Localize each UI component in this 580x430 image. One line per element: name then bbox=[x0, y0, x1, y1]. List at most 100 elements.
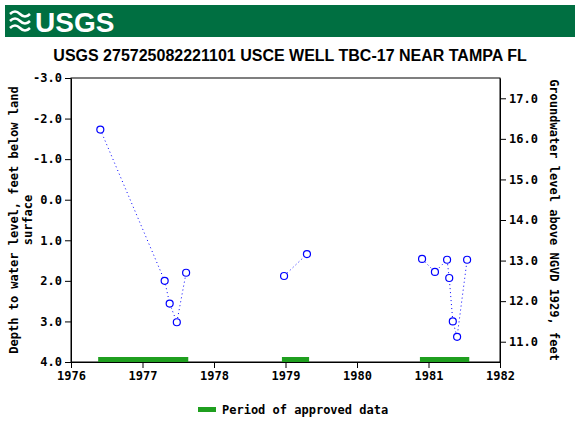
tick-label: -1.0 bbox=[33, 152, 62, 166]
tick-mark bbox=[65, 159, 71, 160]
tick: -3.0 bbox=[33, 71, 71, 85]
data-point bbox=[454, 333, 461, 340]
tick-mark bbox=[65, 362, 71, 363]
legend-swatch bbox=[198, 407, 216, 412]
tick-mark bbox=[143, 362, 144, 368]
tick-mark bbox=[214, 362, 215, 368]
x-axis: 1976 1977 1978 1979 1980 1981 1982 bbox=[57, 362, 515, 383]
tick-label: 4.0 bbox=[40, 355, 62, 369]
data-point bbox=[464, 256, 471, 263]
tick-mark bbox=[65, 321, 71, 322]
tick: 1980 bbox=[343, 362, 372, 383]
tick: 14.0 bbox=[500, 213, 538, 227]
data-point bbox=[173, 319, 180, 326]
legend: Period of approved data bbox=[198, 403, 388, 417]
tick-mark bbox=[500, 98, 506, 99]
y-axis: -3.0 -2.0 -1.0 0.0 1.0 2.0 3.0 4.0 bbox=[33, 71, 71, 369]
tick-label: 1982 bbox=[486, 369, 515, 383]
plot-frame bbox=[71, 78, 500, 362]
header-band bbox=[5, 5, 575, 37]
data-point bbox=[183, 269, 190, 276]
tick: 15.0 bbox=[500, 173, 538, 187]
tick: 11.0 bbox=[500, 335, 538, 349]
data-point bbox=[166, 300, 173, 307]
tick-mark bbox=[429, 362, 430, 368]
tick-mark bbox=[500, 220, 506, 221]
tick: 1978 bbox=[200, 362, 229, 383]
tick-label: 17.0 bbox=[509, 92, 538, 106]
tick-label: 1979 bbox=[272, 369, 301, 383]
tick-mark bbox=[71, 362, 72, 368]
tick: 13.0 bbox=[500, 254, 538, 268]
tick: -1.0 bbox=[33, 152, 71, 166]
tick-label: -3.0 bbox=[33, 71, 62, 85]
tick-mark bbox=[65, 281, 71, 282]
data-point bbox=[419, 255, 426, 262]
tick-mark bbox=[65, 78, 71, 79]
logo-icon bbox=[10, 12, 30, 31]
tick: 2.0 bbox=[40, 274, 71, 288]
header: USGS bbox=[5, 5, 575, 38]
tick-mark bbox=[500, 362, 501, 368]
tick-mark bbox=[65, 240, 71, 241]
tick-label: 12.0 bbox=[509, 294, 538, 308]
logo-wave bbox=[10, 26, 30, 31]
tick-mark bbox=[357, 362, 358, 368]
tick: 1977 bbox=[129, 362, 158, 383]
legend-label: Period of approved data bbox=[222, 403, 388, 417]
tick-label: 13.0 bbox=[509, 254, 538, 268]
data-point bbox=[161, 277, 168, 284]
tick-label: 1976 bbox=[57, 369, 86, 383]
tick-label: 1981 bbox=[415, 369, 444, 383]
y2-axis-title: Groundwater level above NGVD 1929, feet bbox=[547, 79, 561, 361]
tick-mark bbox=[500, 342, 506, 343]
logo-wave bbox=[10, 12, 30, 17]
tick: 17.0 bbox=[500, 92, 538, 106]
data-point bbox=[449, 318, 456, 325]
tick-label: 1978 bbox=[200, 369, 229, 383]
data-point bbox=[431, 268, 438, 275]
tick-label: 1.0 bbox=[40, 234, 62, 248]
title: USGS 275725082221101 USCE WELL TBC-17 NE… bbox=[53, 47, 527, 64]
tick: 1981 bbox=[415, 362, 444, 383]
data-point bbox=[97, 126, 104, 133]
data-point bbox=[444, 256, 451, 263]
tick: 1.0 bbox=[40, 234, 71, 248]
approved-period bbox=[282, 357, 309, 362]
tick-label: -2.0 bbox=[33, 112, 62, 126]
tick-mark bbox=[500, 261, 506, 262]
plot-area bbox=[97, 126, 471, 362]
y-axis-title: Depth to water level, feet below landsur… bbox=[7, 86, 35, 353]
tick: 3.0 bbox=[40, 315, 71, 329]
tick-label: 2.0 bbox=[40, 274, 62, 288]
tick: -2.0 bbox=[33, 112, 71, 126]
axis-line bbox=[71, 79, 72, 363]
y-axis-title-line: Depth to water level, feet below land bbox=[7, 86, 21, 353]
tick-mark bbox=[500, 301, 506, 302]
tick-mark bbox=[65, 119, 71, 120]
tick-label: 14.0 bbox=[509, 213, 538, 227]
y-axis-title-line: surface bbox=[21, 195, 35, 246]
tick-label: 16.0 bbox=[509, 132, 538, 146]
tick: 12.0 bbox=[500, 294, 538, 308]
tick-label: 1980 bbox=[343, 369, 372, 383]
data-point bbox=[303, 251, 310, 258]
y2-axis: 11.0 12.0 13.0 14.0 15.0 16.0 17.0 bbox=[500, 79, 538, 363]
logo-text: USGS bbox=[35, 7, 114, 38]
approved-period bbox=[98, 357, 188, 362]
data-point bbox=[446, 275, 453, 282]
tick: 4.0 bbox=[40, 355, 71, 369]
tick-label: 11.0 bbox=[509, 335, 538, 349]
tick: 16.0 bbox=[500, 132, 538, 146]
data-point bbox=[281, 272, 288, 279]
tick-label: 1977 bbox=[129, 369, 158, 383]
tick-label: 0.0 bbox=[40, 193, 62, 207]
series-line bbox=[100, 130, 467, 337]
tick-mark bbox=[286, 362, 287, 368]
logo-wave bbox=[10, 19, 30, 24]
tick-mark bbox=[65, 200, 71, 201]
tick-mark bbox=[500, 179, 506, 180]
chart: USGS USGS 275725082221101 USCE WELL TBC-1… bbox=[0, 0, 580, 430]
tick-label: 3.0 bbox=[40, 315, 62, 329]
tick-mark bbox=[500, 139, 506, 140]
